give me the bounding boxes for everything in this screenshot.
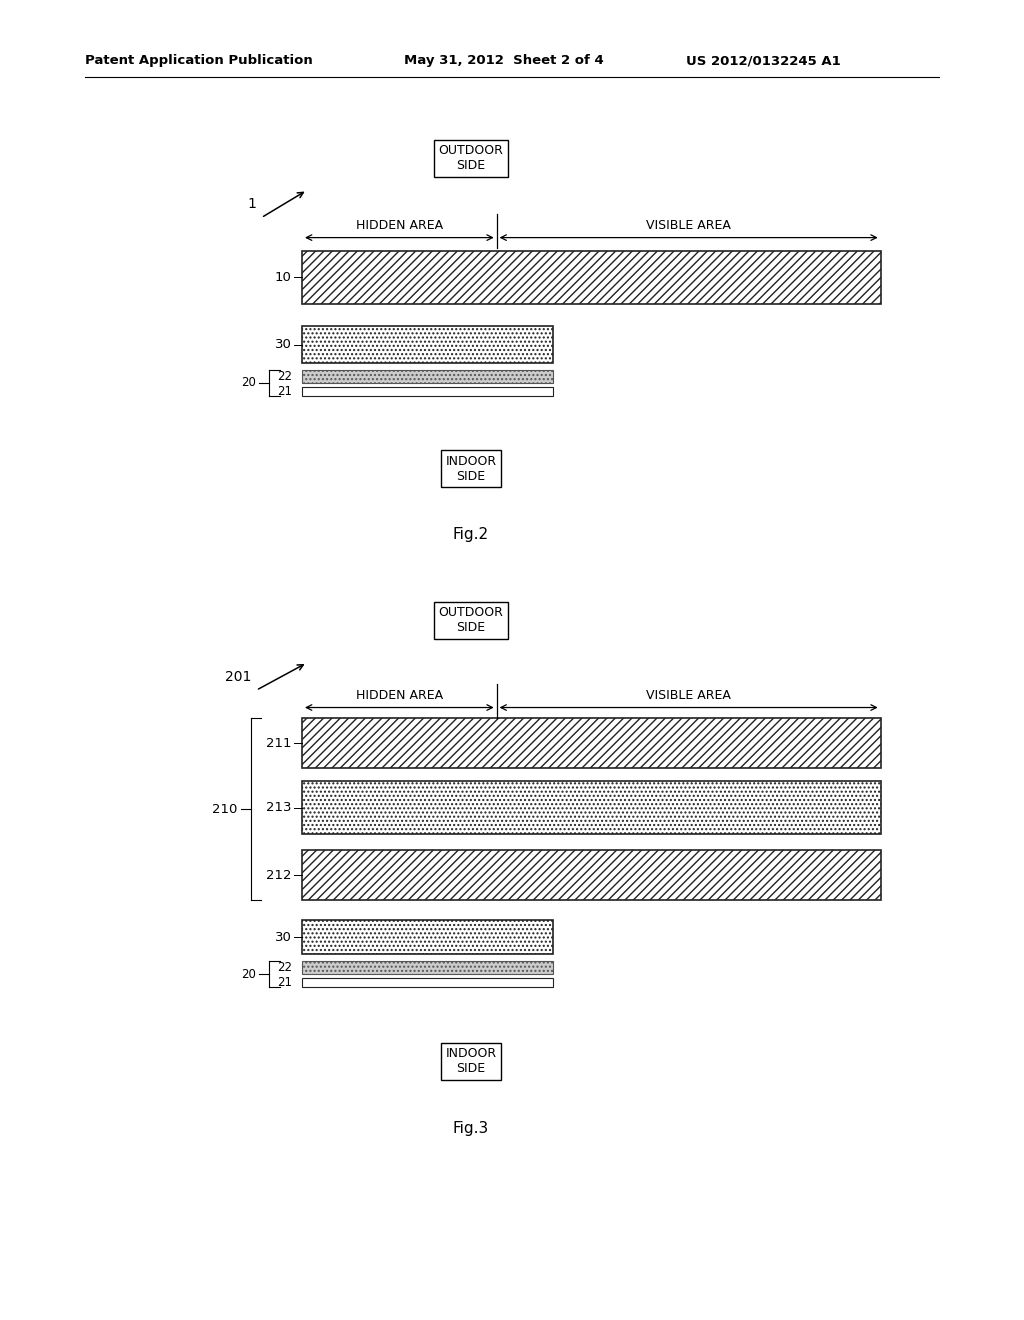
Text: OUTDOOR
SIDE: OUTDOOR SIDE: [438, 144, 504, 173]
Text: 10: 10: [275, 271, 292, 284]
Text: 21: 21: [276, 385, 292, 397]
Text: HIDDEN AREA: HIDDEN AREA: [355, 689, 443, 702]
Text: May 31, 2012  Sheet 2 of 4: May 31, 2012 Sheet 2 of 4: [404, 54, 604, 67]
Text: 30: 30: [275, 338, 292, 351]
Text: 210: 210: [212, 803, 238, 816]
Bar: [302, 387, 553, 396]
Bar: [302, 920, 553, 954]
Text: 1: 1: [247, 197, 256, 211]
Text: 20: 20: [241, 968, 256, 981]
Text: US 2012/0132245 A1: US 2012/0132245 A1: [686, 54, 841, 67]
Text: 21: 21: [276, 977, 292, 989]
Text: 212: 212: [266, 869, 292, 882]
Text: Fig.2: Fig.2: [453, 527, 489, 543]
Text: HIDDEN AREA: HIDDEN AREA: [355, 219, 443, 232]
Text: Fig.3: Fig.3: [453, 1121, 489, 1137]
Text: 20: 20: [241, 376, 256, 389]
Text: VISIBLE AREA: VISIBLE AREA: [646, 689, 731, 702]
Text: 201: 201: [224, 669, 251, 684]
Text: 22: 22: [276, 961, 292, 974]
Text: INDOOR
SIDE: INDOOR SIDE: [445, 1047, 497, 1076]
Bar: [302, 718, 881, 768]
Text: 213: 213: [266, 801, 292, 814]
Text: VISIBLE AREA: VISIBLE AREA: [646, 219, 731, 232]
Bar: [302, 781, 881, 834]
Bar: [302, 850, 881, 900]
Text: OUTDOOR
SIDE: OUTDOOR SIDE: [438, 606, 504, 635]
Bar: [302, 251, 881, 304]
Bar: [302, 961, 553, 974]
Text: 30: 30: [275, 931, 292, 944]
Bar: [302, 326, 553, 363]
Bar: [302, 370, 553, 383]
Bar: [302, 978, 553, 987]
Text: 211: 211: [266, 737, 292, 750]
Text: Patent Application Publication: Patent Application Publication: [85, 54, 312, 67]
Text: 22: 22: [276, 370, 292, 383]
Text: INDOOR
SIDE: INDOOR SIDE: [445, 454, 497, 483]
